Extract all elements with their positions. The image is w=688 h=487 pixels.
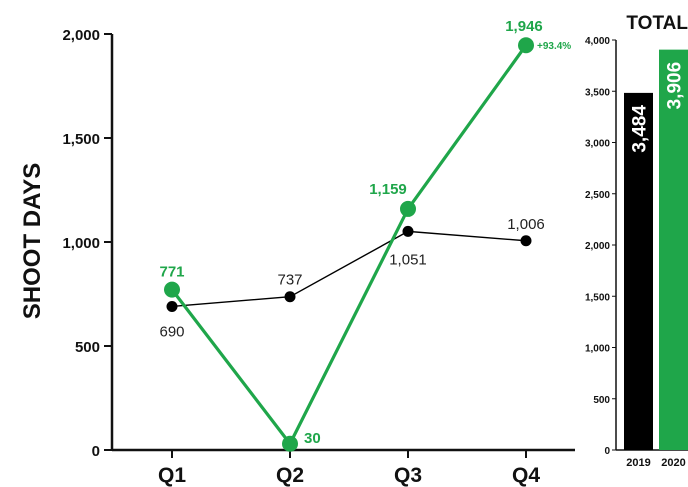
series-2020-data-label: 771 xyxy=(159,264,184,281)
total-bar-year-label: 2019 xyxy=(626,457,650,469)
total-bar-value-label: 3,484 xyxy=(630,105,651,153)
series-2020-data-label: 1,159 xyxy=(369,181,407,198)
total-y-tick-label: 3,500 xyxy=(585,87,610,98)
x-tick-label: Q4 xyxy=(512,464,540,487)
series-2020-point xyxy=(400,200,416,217)
series-2020-point xyxy=(282,435,298,452)
y-axis-title: SHOOT DAYS xyxy=(19,163,46,319)
total-bar-year-label: 2020 xyxy=(661,457,685,469)
total-y-tick-label: 500 xyxy=(593,395,610,406)
series-2019-line xyxy=(171,230,527,308)
series-2019-point xyxy=(284,291,296,303)
y-tick-label: 0 xyxy=(92,443,100,460)
x-tick-label: Q1 xyxy=(158,464,186,487)
series-2020-line xyxy=(170,44,528,446)
series-2019-data-label: 737 xyxy=(277,272,302,289)
y-tick-label: 1,000 xyxy=(62,235,100,252)
total-y-tick-label: 0 xyxy=(604,446,610,457)
series-2019-point xyxy=(402,225,414,237)
total-bars: 3,484 2019 3,906 2020 xyxy=(624,49,688,469)
total-y-tick-label: 4,000 xyxy=(585,36,610,47)
total-bar-value-label: 3,906 xyxy=(665,62,686,110)
total-y-tick-label: 3,000 xyxy=(585,139,610,150)
y-tick-label: 2,000 xyxy=(62,27,100,44)
total-y-tick-label: 2,000 xyxy=(585,241,610,252)
series-2019-point xyxy=(520,235,532,247)
series-2020-data-label: 30 xyxy=(304,430,321,447)
total-y-tick-label: 1,500 xyxy=(585,292,610,303)
total-bar-2019 xyxy=(624,92,653,450)
series-2020-data-label: 1,946 xyxy=(505,18,543,35)
growth-annotation: +93.4% xyxy=(537,41,571,52)
series-2019-point xyxy=(166,300,178,312)
quarterly-axes: 0 500 1,000 1,500 2,000 Q1 Q2 Q3 Q4 xyxy=(62,27,575,487)
y-tick-label: 1,500 xyxy=(62,131,100,148)
series-2019-data-label: 1,006 xyxy=(507,216,545,233)
total-panel-title: TOTAL xyxy=(626,13,688,34)
series-2019: 690 737 1,051 1,006 xyxy=(159,216,544,341)
x-tick-label: Q2 xyxy=(276,464,304,487)
total-axes: 0 500 1,000 1,500 2,000 2,500 3,000 3,500 4,000 xyxy=(585,36,688,457)
series-2020-point xyxy=(518,37,534,54)
y-tick-label: 500 xyxy=(75,339,100,356)
series-2019-data-label: 1,051 xyxy=(389,251,427,268)
total-y-tick-label: 2,500 xyxy=(585,190,610,201)
total-bar-2020 xyxy=(659,49,688,450)
series-2020: 771 30 1,159 1,946 +93.4% xyxy=(159,18,571,452)
series-2020-point xyxy=(164,281,180,298)
total-y-tick-label: 1,000 xyxy=(585,344,610,355)
series-2019-data-label: 690 xyxy=(159,323,184,340)
x-tick-label: Q3 xyxy=(394,464,422,487)
